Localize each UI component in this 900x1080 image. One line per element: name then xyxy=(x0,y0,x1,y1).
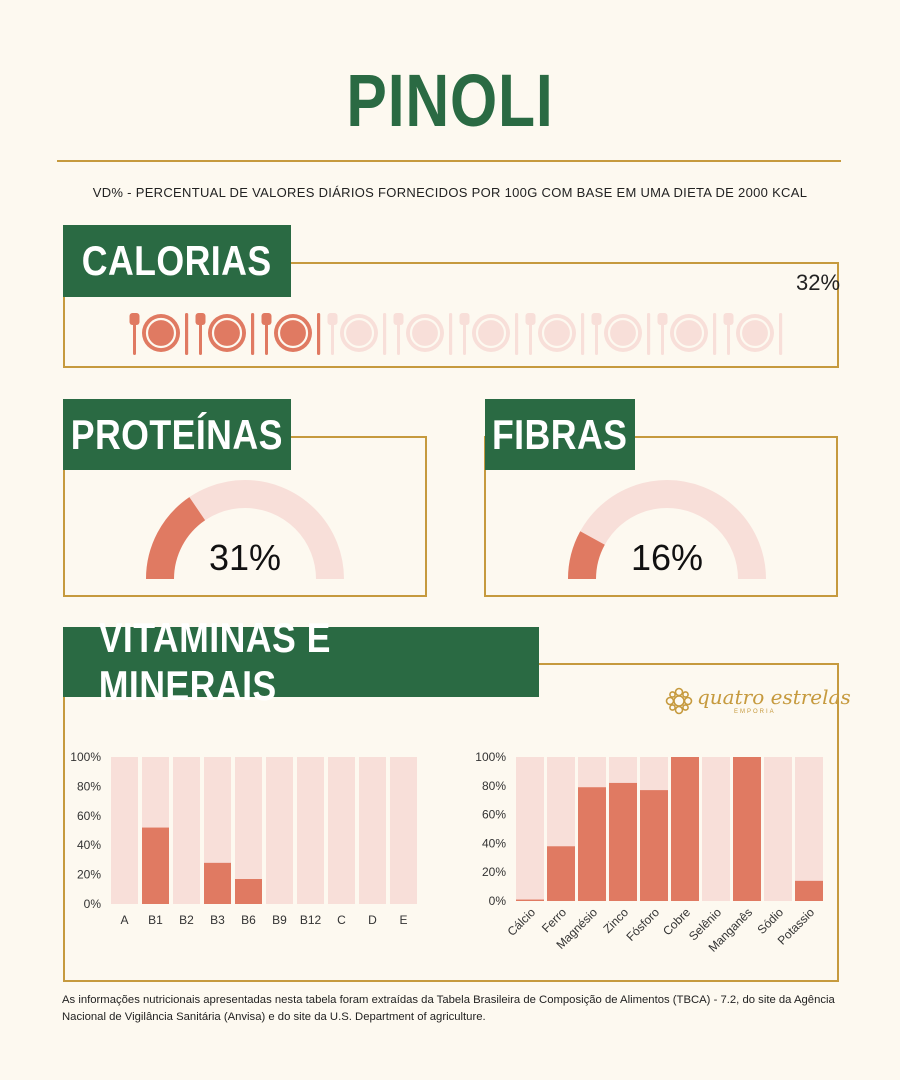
fibras-panel xyxy=(484,436,838,597)
x-tick-label: Cálcio xyxy=(505,905,539,939)
bar-background xyxy=(795,757,823,901)
y-tick-label: 100% xyxy=(70,750,101,764)
bar-background xyxy=(173,757,200,904)
source-footnote: As informações nutricionais apresentadas… xyxy=(62,994,835,1023)
plate-with-cutlery-icon xyxy=(393,313,453,355)
y-tick-label: 20% xyxy=(482,865,506,879)
y-tick-label: 100% xyxy=(475,750,506,764)
plate-with-cutlery-icon xyxy=(657,313,717,355)
bar-background xyxy=(266,757,293,904)
bar xyxy=(235,879,262,904)
bar-background xyxy=(390,757,417,904)
proteinas-percent: 31% xyxy=(208,537,282,578)
bar-background xyxy=(702,757,730,901)
plate-with-cutlery-icon xyxy=(327,313,387,355)
plate-with-cutlery-icon xyxy=(525,313,585,355)
bar xyxy=(671,757,699,901)
x-tick-label: A xyxy=(120,913,128,927)
y-tick-label: 40% xyxy=(77,838,101,852)
plate-with-cutlery-icon xyxy=(261,313,321,355)
page-title: PINOLI xyxy=(346,59,554,142)
bar xyxy=(733,757,761,901)
proteinas-label: PROTEÍNAS xyxy=(63,399,291,470)
calorias-label: CALORIAS xyxy=(63,225,291,297)
x-tick-label: B1 xyxy=(148,913,163,927)
logo-subtext: EMPORIA xyxy=(734,709,776,715)
fibras-percent: 16% xyxy=(630,537,704,578)
bar-background xyxy=(328,757,355,904)
vitaminas-label: VITAMINAS E MINERAIS xyxy=(63,614,539,709)
bar-background xyxy=(764,757,792,901)
plate-with-cutlery-icon xyxy=(723,313,783,355)
bar-background xyxy=(297,757,324,904)
bar-background xyxy=(516,757,544,901)
ornament-icon xyxy=(665,687,693,715)
bar xyxy=(795,880,823,901)
plate-with-cutlery-icon xyxy=(459,313,519,355)
calorias-percent: 32% xyxy=(796,270,841,295)
bar xyxy=(516,899,544,901)
calorias-panel xyxy=(63,262,839,368)
plate-with-cutlery-icon xyxy=(129,313,189,355)
x-tick-label: D xyxy=(368,913,377,927)
y-tick-label: 80% xyxy=(482,779,506,793)
bar xyxy=(640,790,668,901)
x-tick-label: B6 xyxy=(241,913,256,927)
proteinas-gauge-fill xyxy=(146,497,206,580)
subtitle: VD% - PERCENTUAL DE VALORES DIÁRIOS FORN… xyxy=(92,185,808,200)
proteinas-gauge xyxy=(146,480,344,580)
plate-with-cutlery-icon xyxy=(195,313,255,355)
y-tick-label: 0% xyxy=(84,897,102,911)
x-tick-label: E xyxy=(399,913,407,927)
plate-with-cutlery-icon xyxy=(591,313,651,355)
x-tick-label: B2 xyxy=(179,913,194,927)
logo-text: quatro estrelas xyxy=(697,685,851,709)
y-tick-label: 40% xyxy=(482,836,506,850)
x-tick-label: B9 xyxy=(272,913,287,927)
fibras-gauge-fill xyxy=(568,531,606,580)
y-tick-label: 60% xyxy=(77,809,101,823)
calorias-icon-row xyxy=(129,313,783,355)
y-tick-label: 60% xyxy=(482,808,506,822)
title-divider xyxy=(57,160,841,162)
x-tick-label: B12 xyxy=(300,913,322,927)
y-tick-label: 0% xyxy=(489,894,507,908)
vitamins-bar-chart: 0% 20% 40% 60% 80% 100% A B1 B2 B3 B6 B9 B12 C D E xyxy=(70,750,417,927)
fibras-label: FIBRAS xyxy=(485,399,635,470)
bar xyxy=(204,862,231,904)
bar xyxy=(578,787,606,901)
y-tick-label: 20% xyxy=(77,868,101,882)
x-tick-label: C xyxy=(337,913,346,927)
fibras-gauge xyxy=(568,480,766,580)
bar-background xyxy=(359,757,386,904)
bar xyxy=(609,782,637,901)
y-tick-label: 80% xyxy=(77,779,101,793)
bar xyxy=(142,827,169,904)
bar-background xyxy=(111,757,138,904)
quatro-estrelas-logo: quatro estrelas EMPORIA xyxy=(664,684,851,720)
x-tick-label: B3 xyxy=(210,913,225,927)
bar xyxy=(547,846,575,901)
x-tick-label: Fósforo xyxy=(623,905,662,944)
